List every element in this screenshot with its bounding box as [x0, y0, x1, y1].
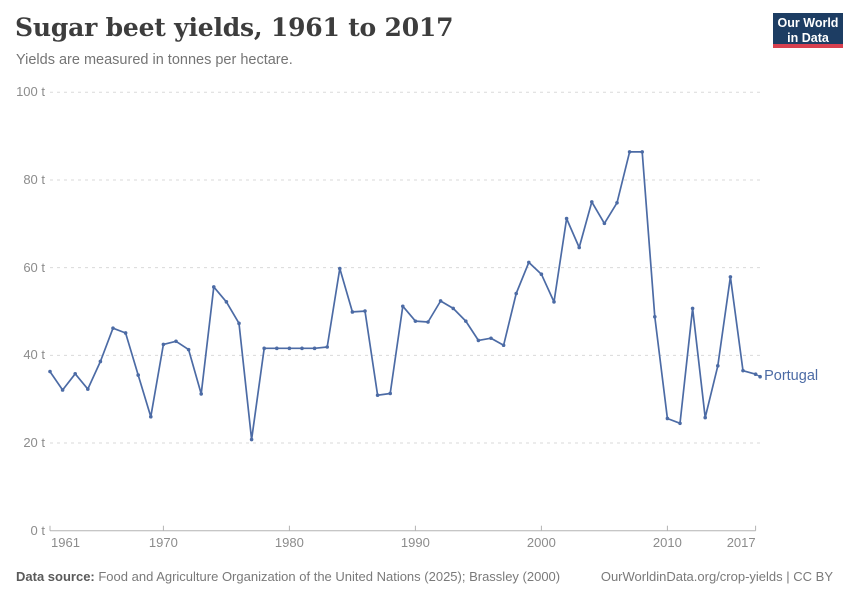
y-axis-tick-label: 80 t	[23, 171, 45, 187]
data-point	[577, 245, 581, 250]
data-point	[451, 306, 456, 311]
data-point	[527, 260, 531, 265]
data-point	[728, 275, 733, 279]
data-point	[249, 437, 254, 442]
data-point	[602, 221, 607, 226]
page-title: Sugar beet yields, 1961 to 2017	[15, 13, 454, 42]
x-axis-tick-label: 1990	[400, 535, 430, 550]
x-axis-tick-label: 2017	[726, 535, 756, 550]
data-point	[350, 310, 355, 314]
data-point	[703, 415, 707, 420]
y-axis-tick-label: 0 t	[30, 522, 45, 538]
x-axis-tick-label: 1980	[274, 535, 304, 550]
data-point	[338, 266, 342, 271]
data-point	[653, 314, 657, 319]
footer-url-license[interactable]: OurWorldinData.org/crop-yields | CC BY	[600, 569, 833, 584]
data-point	[501, 343, 506, 348]
data-point	[640, 150, 644, 154]
data-point	[300, 346, 304, 351]
data-point	[123, 331, 128, 335]
data-point	[60, 388, 65, 392]
data-point	[413, 319, 418, 323]
data-point	[275, 346, 279, 351]
data-point	[149, 414, 153, 419]
data-point	[262, 346, 267, 351]
data-point	[388, 391, 393, 396]
data-point	[627, 150, 632, 154]
data-point	[690, 306, 695, 311]
data-point	[237, 321, 241, 326]
data-point	[186, 347, 191, 352]
data-point	[464, 319, 468, 323]
data-point	[86, 387, 90, 391]
data-point	[98, 359, 103, 364]
data-point	[48, 369, 52, 374]
data-point	[489, 336, 493, 341]
data-point	[539, 272, 544, 277]
data-point	[325, 345, 330, 349]
x-axis-tick-label: 1961	[51, 535, 80, 550]
footer-source-label: Data source:	[16, 569, 95, 584]
footer-source-text: Food and Agriculture Organization of the…	[94, 569, 561, 584]
y-axis-tick-label: 60 t	[23, 259, 45, 275]
data-point	[136, 373, 140, 377]
data-point	[615, 200, 619, 205]
y-axis-tick-label: 40 t	[23, 347, 45, 363]
data-line-portugal	[49, 151, 757, 441]
data-point	[174, 339, 178, 344]
owid-logo-line1: Our World	[777, 16, 839, 30]
data-point	[514, 291, 518, 296]
data-point	[665, 416, 670, 421]
data-point	[161, 342, 166, 347]
data-point	[716, 364, 720, 368]
footer-data-source: Data source: Food and Agriculture Organi…	[16, 569, 560, 584]
data-point	[678, 421, 682, 426]
owid-logo[interactable]: Our World in Data	[773, 13, 843, 48]
data-point	[564, 216, 569, 221]
data-point	[224, 300, 229, 304]
series-end-label-portugal: Portugal	[764, 368, 819, 385]
y-axis-tick-label: 20 t	[23, 435, 45, 451]
label-connector-dot	[758, 374, 762, 379]
data-point	[426, 320, 430, 324]
data-point	[590, 200, 594, 204]
data-point	[212, 285, 216, 289]
data-point	[438, 299, 443, 303]
data-point	[287, 346, 292, 351]
data-point	[199, 392, 203, 396]
x-axis-tick-label: 2010	[652, 535, 682, 550]
data-point	[111, 326, 115, 330]
data-point	[312, 346, 317, 351]
y-axis-tick-label: 100 t	[16, 84, 45, 100]
chart-subtitle: Yields are measured in tonnes per hectar…	[16, 52, 293, 68]
data-point	[476, 338, 481, 343]
data-point	[73, 371, 77, 376]
x-axis-tick-label: 1970	[148, 535, 178, 550]
data-point	[552, 300, 556, 304]
data-point	[741, 368, 745, 373]
data-point	[363, 309, 367, 313]
x-axis-tick-label: 2000	[526, 535, 556, 550]
data-point	[375, 393, 380, 398]
owid-logo-line2: in Data	[787, 30, 829, 45]
data-point	[401, 304, 405, 309]
